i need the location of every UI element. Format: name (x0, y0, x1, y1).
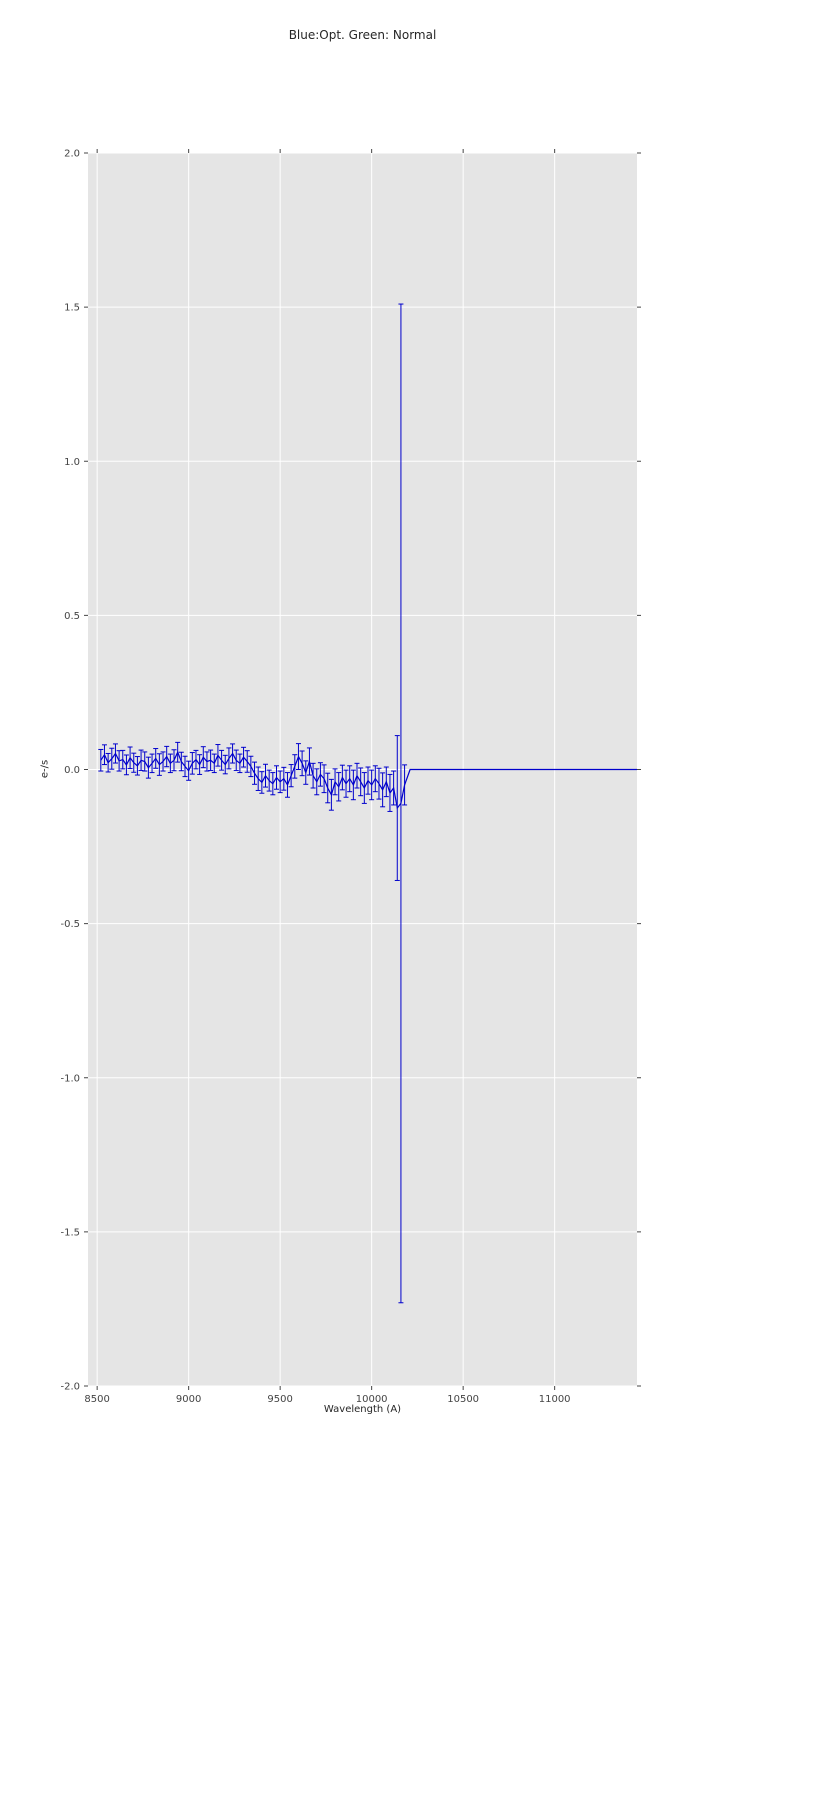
x-tick-label: 10000 (356, 1394, 388, 1405)
y-tick-label: 0.0 (64, 765, 80, 776)
x-tick-label: 9500 (267, 1394, 292, 1405)
chart-title: Blue:Opt. Green: Normal (288, 28, 437, 42)
y-tick-label: -1.5 (60, 1227, 80, 1238)
data-line (100, 750, 637, 810)
y-tick-label: 0.5 (64, 611, 80, 622)
y-tick-label: 2.0 (64, 149, 80, 160)
y-tick-label: -0.5 (60, 919, 80, 930)
x-tick-label: 8500 (84, 1394, 109, 1405)
y-tick-label: 1.5 (64, 303, 80, 314)
y-tick-label: -2.0 (60, 1382, 80, 1393)
y-tick-label: 1.0 (64, 457, 80, 468)
x-tick-label: 9000 (176, 1394, 201, 1405)
x-tick-label: 10500 (447, 1394, 479, 1405)
x-axis-label: Wavelength (A) (323, 1404, 402, 1415)
y-axis-label: e-/s (39, 759, 51, 779)
y-tick-label: -1.0 (60, 1073, 80, 1084)
x-tick-label: 11000 (539, 1394, 571, 1405)
